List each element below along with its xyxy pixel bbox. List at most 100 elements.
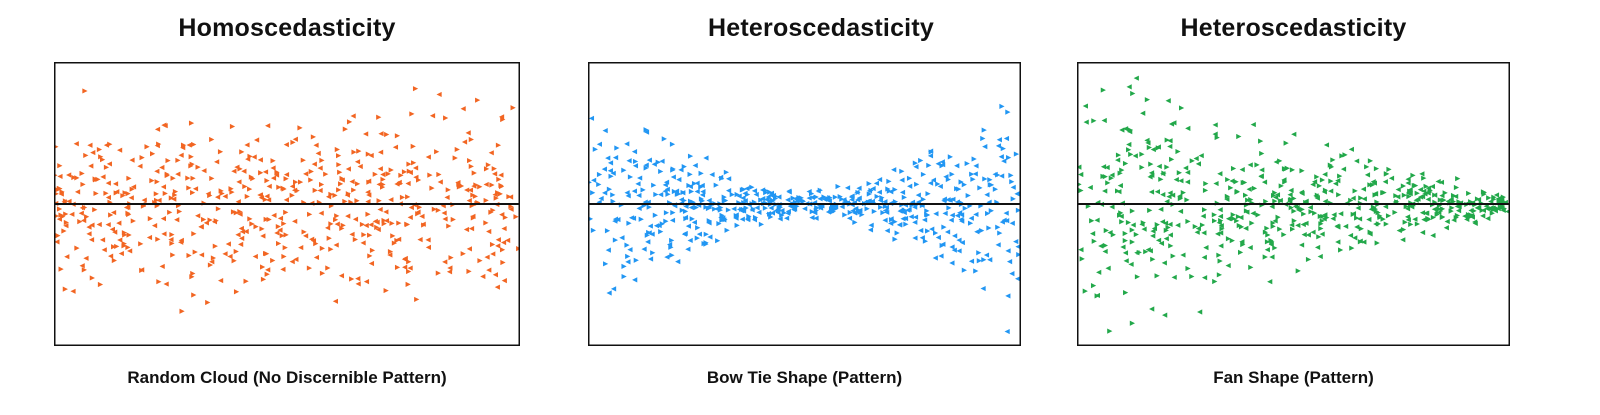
- scatter-point: [1448, 208, 1454, 214]
- scatter-point: [669, 217, 676, 223]
- scatter-point: [951, 247, 957, 253]
- scatter-point: [1250, 121, 1256, 128]
- scatter-point: [262, 196, 268, 203]
- scatter-point: [1269, 203, 1275, 210]
- scatter-point: [912, 160, 918, 166]
- scatter-point: [452, 155, 458, 161]
- scatter-point: [483, 166, 490, 172]
- scatter-point: [117, 237, 123, 243]
- scatter-point: [1085, 203, 1091, 209]
- scatter-point: [626, 220, 632, 226]
- scatter-point: [1464, 216, 1470, 222]
- scatter-point: [922, 238, 929, 244]
- scatter-point: [339, 177, 345, 183]
- scatter-point: [483, 220, 489, 226]
- scatter-point: [394, 133, 401, 139]
- scatter-point: [499, 247, 506, 253]
- scatter-point: [264, 271, 270, 277]
- scatter-point: [1269, 254, 1275, 260]
- scatter-point: [105, 194, 112, 201]
- scatter-point: [1003, 210, 1009, 216]
- scatter-point: [1336, 192, 1342, 198]
- scatter-point: [1189, 158, 1195, 164]
- scatter-point: [470, 213, 476, 219]
- scatter-point: [889, 217, 895, 223]
- scatter-point: [365, 189, 371, 195]
- scatter-point: [251, 154, 257, 160]
- scatter-point: [489, 241, 496, 248]
- scatter-point: [247, 153, 253, 159]
- scatter-point: [1078, 247, 1084, 253]
- scatter-point: [1316, 234, 1322, 240]
- scatter-point: [829, 204, 836, 210]
- scatter-point: [1118, 213, 1124, 219]
- scatter-point: [168, 237, 174, 243]
- scatter-point: [1299, 168, 1305, 174]
- scatter-point: [605, 247, 611, 253]
- scatter-point: [1009, 270, 1015, 277]
- scatter-point: [1158, 206, 1164, 212]
- scatter-point: [176, 208, 183, 215]
- scatter-point: [1382, 179, 1388, 185]
- scatter-point: [129, 186, 135, 192]
- scatter-point: [1474, 196, 1481, 202]
- scatter-point: [1312, 210, 1318, 216]
- scatter-point: [129, 157, 135, 163]
- scatter-point: [318, 181, 325, 188]
- scatter-point: [473, 182, 479, 188]
- scatter-point: [1161, 170, 1167, 176]
- scatter-point: [63, 211, 69, 217]
- scatter-point: [925, 228, 931, 234]
- scatter-point: [1162, 312, 1168, 318]
- scatter-point: [95, 176, 101, 182]
- scatter-point: [645, 239, 651, 245]
- scatter-point: [1298, 242, 1305, 248]
- scatter-point: [1102, 188, 1108, 194]
- scatter-point: [1492, 208, 1498, 214]
- scatter-point: [1386, 166, 1392, 172]
- scatter-point: [687, 153, 694, 159]
- scatter-point: [1150, 146, 1156, 153]
- scatter-point: [1225, 236, 1232, 242]
- scatter-point: [497, 191, 503, 197]
- scatter-point: [186, 252, 192, 259]
- scatter-point: [368, 222, 374, 228]
- scatter-point: [233, 289, 240, 295]
- scatter-point: [406, 268, 412, 275]
- scatter-point: [1145, 247, 1151, 253]
- scatter-point: [1453, 193, 1459, 200]
- scatter-point: [258, 195, 264, 201]
- scatter-point: [263, 216, 269, 222]
- scatter-point: [1120, 244, 1126, 250]
- scatter-point: [1180, 252, 1186, 258]
- scatter-point: [1357, 239, 1364, 245]
- scatter-point: [707, 234, 713, 240]
- scatter-point: [257, 192, 263, 198]
- scatter-point: [1328, 188, 1334, 194]
- scatter-point: [79, 263, 85, 269]
- scatter-point: [307, 211, 313, 217]
- scatter-point: [137, 163, 143, 169]
- scatter-point: [1294, 205, 1300, 211]
- scatter-point: [1102, 242, 1109, 249]
- scatter-point: [785, 208, 791, 215]
- scatter-point: [191, 292, 197, 298]
- scatter-point: [1225, 216, 1232, 222]
- scatter-point: [976, 258, 982, 264]
- scatter-point: [1361, 196, 1367, 202]
- scatter-point: [1295, 222, 1301, 228]
- scatter-point: [854, 189, 860, 195]
- scatter-point: [1350, 211, 1356, 217]
- scatter-point: [1148, 170, 1155, 176]
- scatter-point: [607, 160, 614, 166]
- scatter-point: [227, 253, 233, 260]
- scatter-point: [693, 204, 699, 211]
- scatter-point: [354, 198, 360, 204]
- scatter-point: [835, 183, 841, 190]
- scatter-point: [1185, 125, 1191, 131]
- scatter-point: [1083, 119, 1089, 125]
- scatter-point: [1201, 207, 1208, 213]
- scatter-point: [1338, 211, 1344, 217]
- scatter-point: [1400, 237, 1406, 243]
- scatter-point: [336, 153, 342, 159]
